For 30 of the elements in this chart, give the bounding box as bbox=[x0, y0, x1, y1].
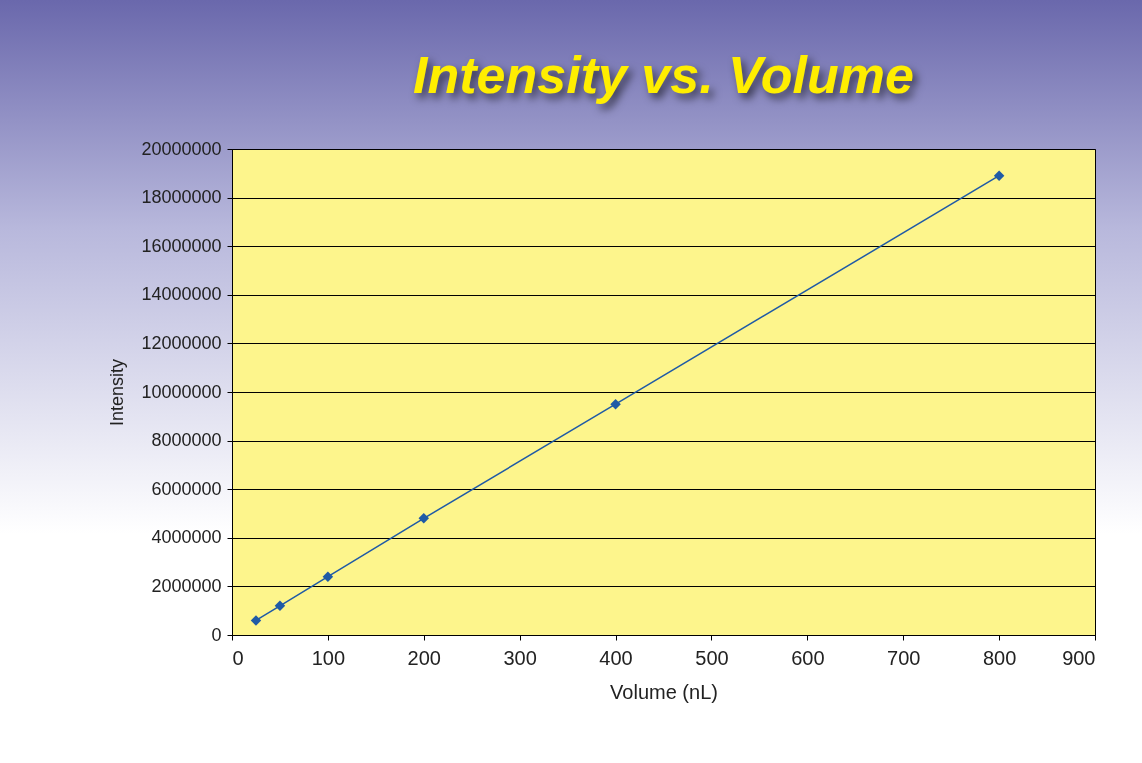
x-tick-label: 500 bbox=[695, 646, 729, 669]
chart-title: Intensity vs. Volume bbox=[413, 46, 914, 104]
y-axis-title: Intensity bbox=[107, 358, 128, 427]
point bbox=[274, 600, 286, 612]
point bbox=[322, 571, 334, 582]
x-tick-label: 600 bbox=[791, 646, 825, 669]
x-tick-label: 800 bbox=[982, 646, 1017, 669]
x-tick-label: 900 bbox=[1062, 646, 1096, 669]
y-tick-label: 6000000 bbox=[151, 478, 222, 499]
y-tick-label: 4000000 bbox=[151, 527, 222, 548]
x-tick-label: 700 bbox=[887, 646, 921, 669]
y-tick-label: 0 bbox=[211, 624, 222, 645]
x-tick-label: 200 bbox=[407, 646, 441, 669]
y-tick-label: 12000000 bbox=[141, 332, 222, 353]
x-tick-label: 0 bbox=[232, 646, 244, 669]
y-tick-label: 16000000 bbox=[141, 235, 222, 256]
x-tick-label: 400 bbox=[599, 646, 633, 669]
y-tick-label: 2000000 bbox=[151, 575, 222, 596]
point bbox=[250, 615, 262, 626]
x-axis-title: Volume (nL) bbox=[610, 680, 718, 703]
y-tick-label: 20000000 bbox=[141, 138, 222, 159]
x-tick-label: 300 bbox=[503, 646, 537, 669]
y-tick-label: 8000000 bbox=[151, 430, 222, 451]
point bbox=[993, 170, 1005, 181]
point bbox=[610, 398, 621, 410]
y-tick-label: 18000000 bbox=[141, 187, 222, 208]
x-tick-label: 100 bbox=[311, 646, 346, 669]
y-tick-label: 10000000 bbox=[141, 381, 222, 402]
point bbox=[418, 513, 430, 524]
y-tick-label: 14000000 bbox=[141, 284, 222, 305]
